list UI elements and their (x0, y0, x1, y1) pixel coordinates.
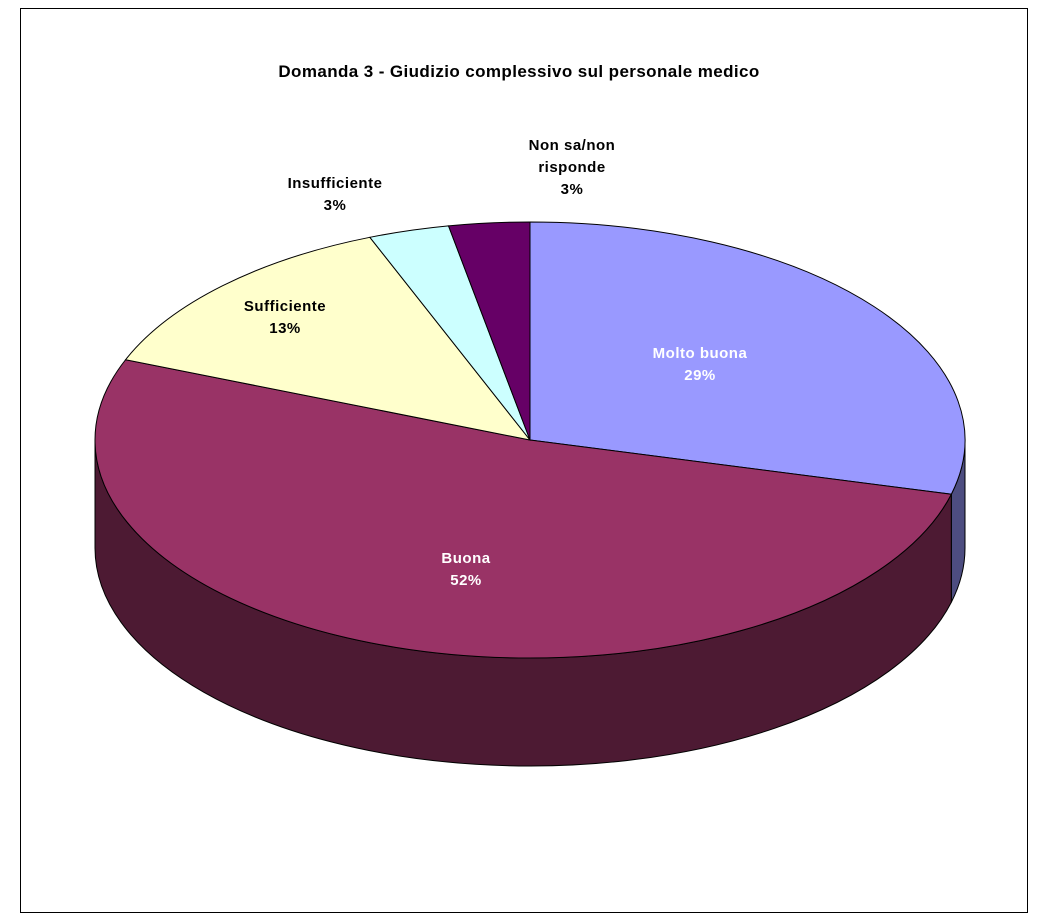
slice (94, 359, 953, 659)
slice-label: Sufficiente 13% (205, 296, 365, 340)
slice-label-name: Molto buona (652, 345, 748, 362)
slice (529, 221, 966, 495)
slice-label: Buona 52% (386, 548, 546, 592)
slice-label-name: Non sa/non risponde (528, 137, 616, 176)
slice-label-name: Sufficiente (243, 298, 327, 315)
slice-label: Insufficiente 3% (255, 173, 415, 217)
slice-label-name: Insufficiente (287, 175, 383, 192)
slice-label-name: Buona (441, 550, 491, 567)
chart-frame (20, 8, 1028, 913)
slice-label-value: 3% (560, 181, 584, 198)
slice-label-value: 52% (450, 572, 482, 589)
slice-label-value: 29% (684, 367, 716, 384)
slice-label: Non sa/non risponde 3% (517, 135, 627, 201)
slice-label-value: 3% (323, 197, 347, 214)
slice (447, 221, 531, 441)
slice-label-value: 13% (269, 320, 301, 337)
slice-label: Molto buona 29% (620, 343, 780, 387)
slice (124, 236, 532, 441)
chart-title: Domanda 3 - Giudizio complessivo sul per… (278, 62, 760, 81)
